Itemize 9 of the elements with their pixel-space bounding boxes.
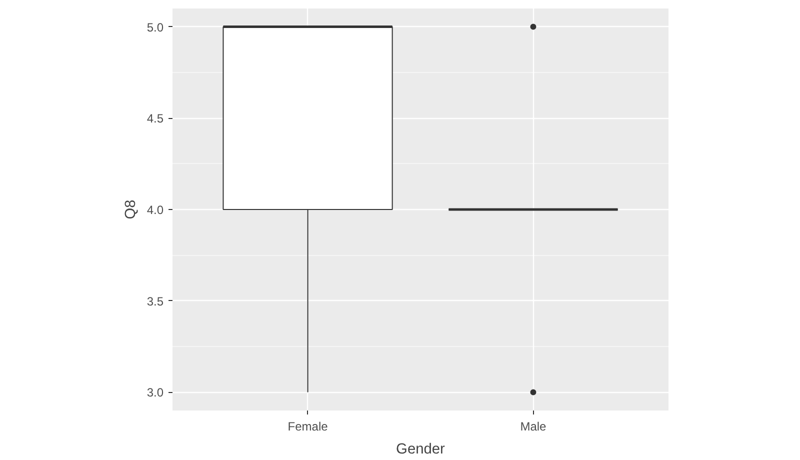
x-tick-label: Male xyxy=(520,420,547,434)
y-tick-label: 5.0 xyxy=(146,20,164,34)
y-tick-label: 4.0 xyxy=(146,203,164,217)
y-tick-label: 3.5 xyxy=(146,294,164,308)
x-tick-label: Female xyxy=(288,420,328,434)
y-axis-title: Q8 xyxy=(122,200,139,220)
y-tick-label: 4.5 xyxy=(146,112,164,126)
x-axis-title: Gender xyxy=(396,442,446,458)
y-tick-label: 3.0 xyxy=(146,386,164,400)
